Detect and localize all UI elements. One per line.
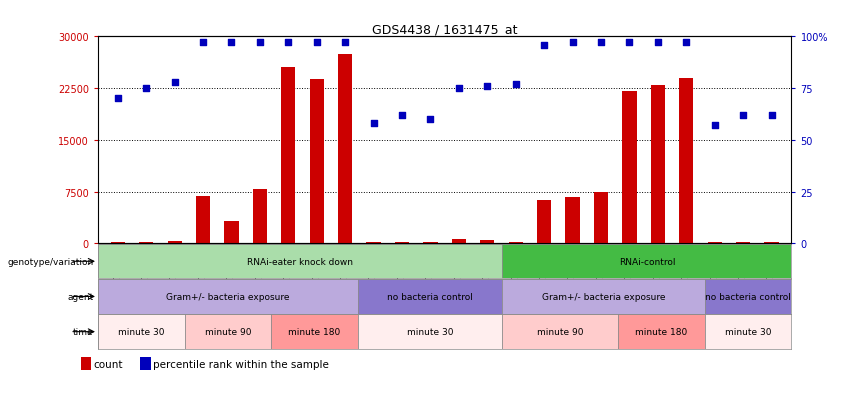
Text: minute 90: minute 90 (537, 328, 584, 336)
Point (424, 116, 437, 123)
Bar (565, 197, 580, 244)
Point (310, 40, 323, 47)
Bar (502, 315, 618, 349)
Bar (196, 197, 210, 244)
Point (367, 121, 380, 127)
Bar (618, 315, 705, 349)
Text: time: time (73, 328, 94, 336)
Bar (98, 244, 502, 279)
Bar (225, 222, 238, 244)
Bar (707, 242, 722, 244)
Bar (338, 55, 352, 244)
Text: agent: agent (67, 292, 94, 301)
Text: genotype/variation: genotype/variation (8, 257, 94, 266)
Point (168, 79, 181, 86)
Text: no bacteria control: no bacteria control (705, 292, 791, 301)
Text: Gram+/- bacteria exposure: Gram+/- bacteria exposure (542, 292, 665, 301)
Bar (139, 242, 153, 244)
Bar (310, 80, 324, 244)
Bar (679, 78, 694, 244)
Bar (271, 315, 358, 349)
Bar (423, 242, 437, 244)
Point (339, 40, 352, 47)
Point (395, 112, 408, 119)
Point (623, 40, 637, 47)
Point (537, 42, 551, 49)
Point (594, 40, 608, 47)
Point (111, 96, 124, 102)
Bar (358, 315, 502, 349)
Point (736, 112, 750, 119)
Bar (509, 242, 523, 244)
Bar (81, 357, 91, 370)
Point (140, 85, 153, 92)
Bar (705, 315, 791, 349)
Point (481, 83, 494, 90)
Bar (537, 201, 551, 244)
Text: count: count (94, 359, 123, 369)
Bar (140, 357, 151, 370)
Text: minute 30: minute 30 (118, 328, 164, 336)
Text: percentile rank within the sample: percentile rank within the sample (153, 359, 329, 369)
Text: minute 90: minute 90 (204, 328, 251, 336)
Point (765, 112, 779, 119)
Point (651, 40, 665, 47)
Point (225, 40, 238, 47)
Bar (502, 280, 705, 314)
Title: GDS4438 / 1631475_at: GDS4438 / 1631475_at (372, 23, 517, 36)
Bar (736, 242, 751, 244)
Point (509, 81, 523, 88)
Point (452, 85, 465, 92)
Bar (651, 85, 665, 244)
Text: minute 180: minute 180 (635, 328, 688, 336)
Bar (168, 242, 182, 244)
Bar (281, 68, 295, 244)
Bar (98, 315, 185, 349)
Point (197, 40, 210, 47)
Text: no bacteria control: no bacteria control (387, 292, 473, 301)
Text: minute 180: minute 180 (288, 328, 340, 336)
Point (708, 123, 722, 129)
Point (253, 40, 266, 47)
Bar (452, 240, 466, 244)
Bar (502, 244, 791, 279)
Bar (622, 92, 637, 244)
Bar (367, 242, 380, 244)
Text: minute 30: minute 30 (407, 328, 454, 336)
Text: Gram+/- bacteria exposure: Gram+/- bacteria exposure (166, 292, 289, 301)
Bar (480, 240, 494, 244)
Bar (594, 192, 608, 244)
Bar (111, 242, 125, 244)
Bar (705, 280, 791, 314)
Text: RNAi-eater knock down: RNAi-eater knock down (247, 257, 353, 266)
Point (566, 40, 580, 47)
Bar (358, 280, 502, 314)
Bar (764, 242, 779, 244)
Bar (395, 242, 409, 244)
Point (282, 40, 295, 47)
Bar (185, 315, 271, 349)
Bar (253, 189, 267, 244)
Text: RNAi-control: RNAi-control (619, 257, 675, 266)
Text: minute 30: minute 30 (725, 328, 771, 336)
Bar (98, 280, 358, 314)
Point (679, 40, 693, 47)
